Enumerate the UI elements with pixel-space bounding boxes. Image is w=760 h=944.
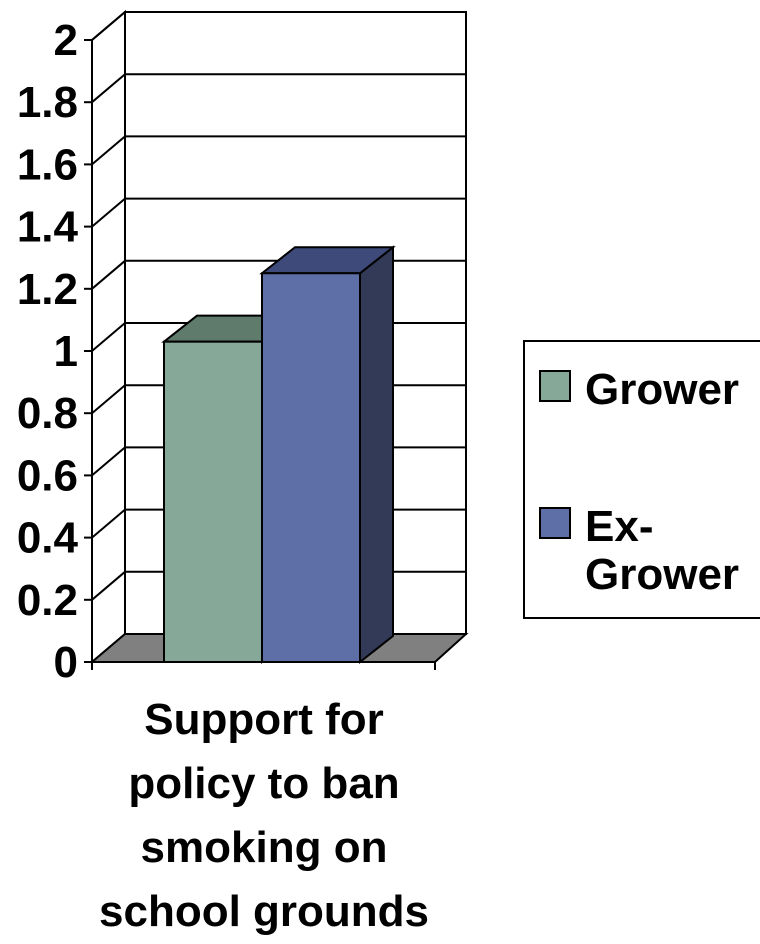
gridline bbox=[91, 11, 466, 41]
x-axis: Support for policy to ban smoking on school… bbox=[91, 661, 436, 936]
x-category-label-line: Support for bbox=[144, 695, 384, 744]
bar-ex-grower bbox=[259, 245, 396, 665]
legend-swatch bbox=[539, 370, 571, 402]
y-tick-label: 0.6 bbox=[17, 451, 78, 500]
y-tick-label: 0.2 bbox=[17, 576, 78, 625]
y-tick-label: 0 bbox=[54, 638, 78, 687]
y-tick-label: 2 bbox=[54, 16, 78, 65]
bar-side bbox=[359, 245, 394, 665]
y-tick-label: 1 bbox=[54, 327, 78, 376]
y-axis: 0 0.2 0.4 0.6 0.8 1 1.2 1.4 1.6 1.8 2 bbox=[17, 16, 93, 687]
y-tick-label: 1.4 bbox=[17, 203, 79, 252]
y-tick-label: 1.6 bbox=[17, 140, 78, 189]
gridline bbox=[91, 73, 466, 103]
legend-label: Grower bbox=[585, 365, 739, 414]
bar-front bbox=[261, 272, 361, 663]
gridline bbox=[91, 135, 466, 166]
x-category-label-line: school grounds bbox=[99, 887, 429, 936]
legend-label: Ex-Grower bbox=[585, 502, 739, 599]
legend-label-line: Grower bbox=[585, 365, 739, 414]
x-category-label-line: smoking on bbox=[141, 823, 388, 872]
x-category-label: Support for policy to ban smoking on school… bbox=[99, 695, 429, 936]
y-tick-label: 0.8 bbox=[17, 389, 78, 438]
bar-front bbox=[163, 340, 263, 663]
legend-label-line: Grower bbox=[585, 550, 739, 599]
legend-label-line: Ex- bbox=[585, 502, 653, 551]
y-tick-label: 0.4 bbox=[17, 514, 79, 563]
legend-swatch bbox=[539, 507, 571, 539]
y-tick-label: 1.2 bbox=[17, 265, 78, 314]
x-category-label-line: policy to ban bbox=[128, 759, 399, 808]
gridline bbox=[91, 197, 466, 228]
y-tick-label: 1.8 bbox=[17, 78, 78, 127]
